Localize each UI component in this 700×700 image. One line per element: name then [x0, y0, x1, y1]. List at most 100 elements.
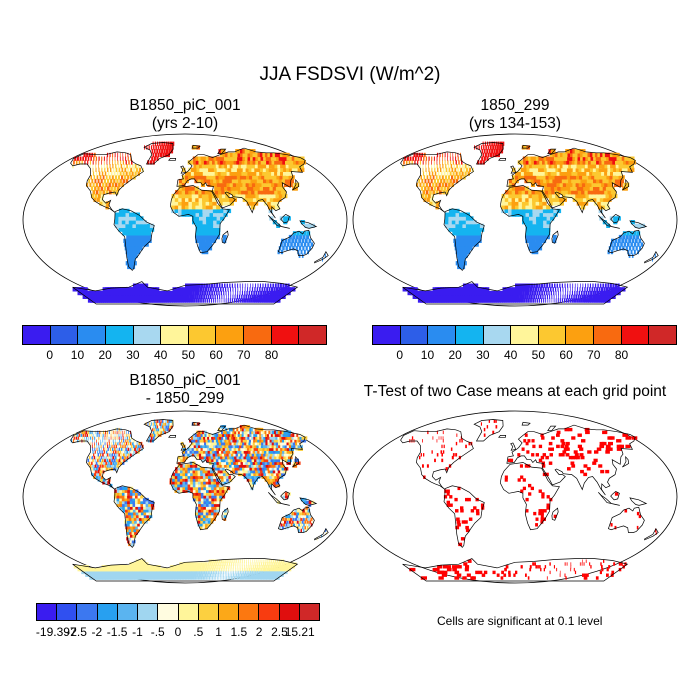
- colorbar-tick-label: 50: [531, 348, 546, 362]
- colorbar-swatch: [161, 326, 189, 344]
- coastline-newZealand: [644, 527, 659, 541]
- coastline-japan: [622, 178, 630, 191]
- colorbar-tick-label: 10: [70, 348, 85, 362]
- coastline-svalbard: [521, 144, 531, 149]
- coastline-borneo: [610, 213, 620, 224]
- colorbar-swatch: [216, 326, 245, 344]
- colorbar-tick-label: 40: [503, 348, 518, 362]
- colorbar-swatch: [483, 326, 512, 344]
- colorbar-tick-label: 10: [420, 348, 435, 362]
- colorbar-tick-label: 70: [237, 348, 251, 362]
- colorbar-top-left: [22, 325, 327, 345]
- coastline-novaya: [217, 148, 227, 155]
- colorbar-swatch: [259, 604, 280, 620]
- colorbar-swatch: [428, 326, 456, 344]
- colorbar-swatch: [279, 604, 300, 620]
- colorbar-tick-label: 0: [46, 348, 54, 362]
- coastline-indonesia: [598, 215, 620, 229]
- coastline-novaya: [547, 148, 557, 155]
- coastline-japan: [292, 455, 300, 468]
- coastline-antarctica: [402, 281, 629, 305]
- colorbar-swatch: [188, 326, 217, 344]
- map-panel-test: [352, 133, 678, 307]
- coastline-newZealand: [314, 250, 329, 264]
- coastline-madagascar: [551, 507, 559, 521]
- colorbar-swatch: [299, 326, 327, 344]
- coastline-borneo: [610, 490, 620, 501]
- colorbar-swatch: [158, 604, 179, 620]
- colorbar-top-right: [372, 325, 677, 345]
- panel-3-title-line1: B1850_piC_001: [129, 372, 241, 389]
- colorbar-tick-label: -2: [91, 625, 103, 639]
- colorbar-tick-label: -.5: [150, 625, 165, 639]
- coastline-greenland: [473, 419, 504, 442]
- coastline-borneo: [280, 490, 290, 501]
- coastline-eurasia: [176, 147, 306, 219]
- coastline-svalbard: [191, 144, 201, 149]
- coastline-northAmerica: [70, 428, 144, 490]
- panel-1-title: B1850_piC_001 (yrs 2-10): [20, 97, 350, 133]
- colorbar-swatch: [271, 326, 300, 344]
- colorbar-swatch: [299, 604, 320, 620]
- coastline-iceland: [498, 158, 507, 161]
- panel-4-title-line1: T-Test of two Case means at each grid po…: [363, 383, 667, 400]
- colorbar-tick-label: 40: [153, 348, 168, 362]
- colorbar-tick-label: 2.5: [271, 625, 288, 639]
- colorbar-swatch: [400, 326, 429, 344]
- coastline-novaya: [547, 425, 557, 432]
- colorbar-swatch: [117, 604, 139, 620]
- coastline-southAmerica: [113, 208, 155, 271]
- colorbar-swatch: [97, 604, 118, 620]
- colorbar-tick-label: 15.21: [284, 625, 315, 639]
- coastline-novaya: [217, 425, 227, 432]
- coastline-antarctica: [402, 558, 629, 582]
- colorbar-swatch: [198, 604, 219, 620]
- colorbar-tick-label: 0: [396, 348, 404, 362]
- colorbar-tick-label: -19.397: [35, 625, 77, 639]
- coastline-northAmerica: [70, 151, 144, 213]
- coastline-eurasia: [176, 424, 306, 496]
- colorbar-tick-label: 50: [181, 348, 196, 362]
- colorbar-tick-label: 70: [587, 348, 601, 362]
- coastline-australia: [277, 506, 315, 533]
- coastline-madagascar: [221, 230, 229, 244]
- coastline-newGuinea: [299, 220, 318, 229]
- panel-3-title-line2: - 1850_299: [145, 390, 225, 407]
- colorbar-swatch: [178, 604, 199, 620]
- map-boundary: [352, 410, 678, 584]
- coastline-britain: [180, 442, 187, 451]
- coastline-greenland: [143, 142, 174, 165]
- colorbar-tick-label: .5: [193, 625, 204, 639]
- coastline-australia: [607, 506, 645, 533]
- coastline-britain: [180, 165, 187, 174]
- colorbar-tick-label: 80: [264, 348, 279, 362]
- coastline-britain: [510, 165, 517, 174]
- coastline-japan: [292, 178, 300, 191]
- colorbar-swatch: [23, 326, 51, 344]
- coastline-japan: [622, 455, 630, 468]
- coastline-southAmerica: [113, 485, 155, 548]
- colorbar-swatch: [373, 326, 401, 344]
- colorbar-swatch: [57, 604, 78, 620]
- panel-1-title-line1: B1850_piC_001: [129, 97, 241, 114]
- colorbar-swatch: [138, 604, 159, 620]
- coastline-eurasia: [506, 147, 636, 219]
- panel-1-title-line2: (yrs 2-10): [151, 115, 219, 132]
- colorbar-tick-label: 1.5: [230, 625, 248, 639]
- map-panel-difference: [22, 410, 348, 584]
- colorbar-swatch: [244, 326, 272, 344]
- coastline-newGuinea: [629, 497, 648, 506]
- map-field-cells: [409, 419, 657, 580]
- coastline-australia: [277, 229, 315, 256]
- colorbar-tick-label: -1.5: [106, 625, 128, 639]
- colorbar-tick-label: -2.5: [66, 625, 87, 639]
- colorbar-swatch: [78, 326, 106, 344]
- coastline-northAmerica: [400, 151, 474, 213]
- panel-3-title: B1850_piC_001 - 1850_299: [20, 372, 350, 408]
- colorbar-tick-label: 20: [448, 348, 462, 362]
- colorbar-swatch: [511, 326, 539, 344]
- significance-note: Cells are significant at 0.1 level: [437, 614, 603, 628]
- coastline-iceland: [168, 158, 177, 161]
- colorbar-top-right-labels: 0 10 20 30 40 50 60 70 80: [372, 348, 677, 364]
- coastline-indonesia: [598, 492, 620, 506]
